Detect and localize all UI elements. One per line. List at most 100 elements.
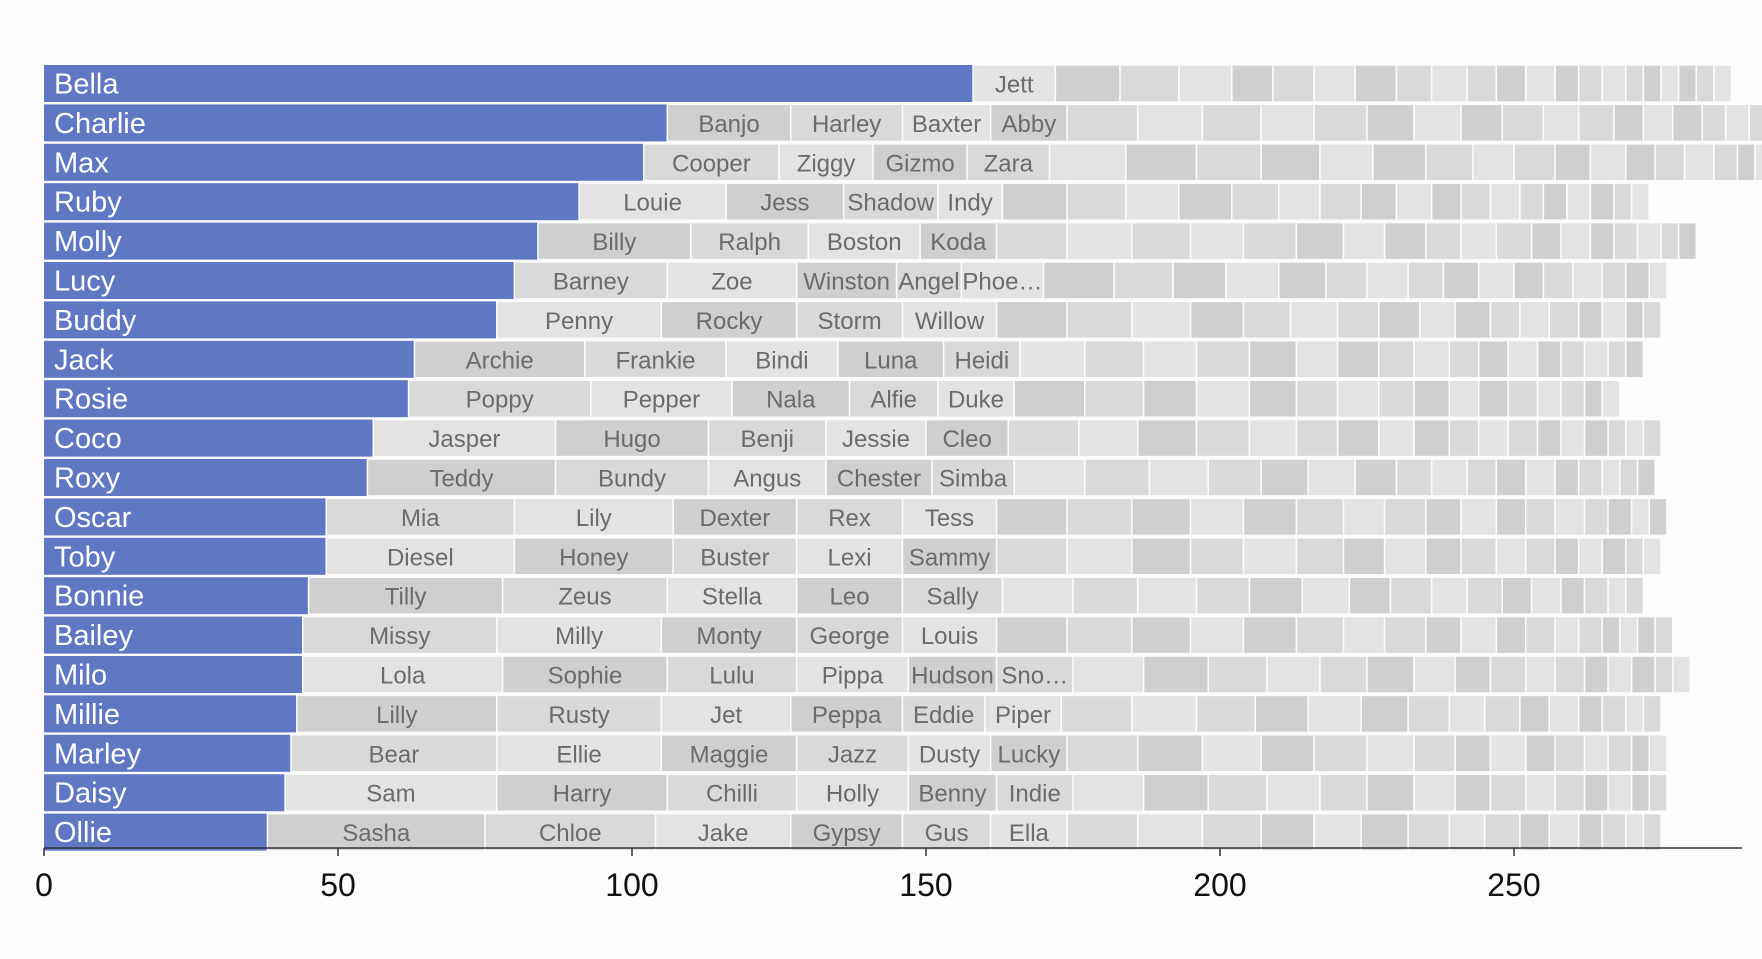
bar-segment bbox=[795, 773, 910, 812]
bar-segment bbox=[795, 537, 904, 576]
bar-segment bbox=[1225, 261, 1280, 300]
bar-segment bbox=[1724, 103, 1750, 143]
bar-segment bbox=[1466, 64, 1498, 103]
bar-segment bbox=[1148, 458, 1209, 497]
bar-segment bbox=[1489, 655, 1527, 694]
bar-segment bbox=[1084, 379, 1145, 418]
segment-label: Rex bbox=[828, 505, 871, 532]
bar-segment bbox=[537, 221, 692, 261]
bar-lead-lucy bbox=[44, 262, 515, 299]
bar-segment bbox=[1613, 103, 1645, 143]
bar-segment bbox=[1477, 379, 1509, 418]
bar-lead-buddy bbox=[44, 301, 497, 339]
bar-segment bbox=[496, 773, 669, 812]
bar-segment bbox=[1460, 497, 1498, 537]
bar-segment bbox=[372, 418, 557, 458]
bar-segment bbox=[1642, 418, 1662, 458]
bar-segment bbox=[1295, 418, 1339, 458]
bar-segment bbox=[995, 221, 1068, 261]
bar-segment bbox=[1142, 379, 1198, 418]
segment-label: Zeus bbox=[558, 584, 611, 611]
bar-segment bbox=[1360, 812, 1409, 852]
bar-segment bbox=[1307, 694, 1362, 734]
bar-segment bbox=[931, 458, 1015, 497]
bar-segment bbox=[413, 340, 586, 379]
segment-label: Ziggy bbox=[797, 150, 856, 177]
bar-segment bbox=[1642, 694, 1662, 734]
bar-segment bbox=[1525, 64, 1556, 103]
bar-segment bbox=[1189, 497, 1245, 537]
bar-segment bbox=[1313, 812, 1362, 852]
bar-segment bbox=[1378, 418, 1415, 458]
bar-segment bbox=[1319, 143, 1374, 182]
segment-label: Dusty bbox=[919, 741, 980, 768]
bar-segment bbox=[1560, 576, 1586, 615]
segment-label: Honey bbox=[559, 544, 628, 571]
bar-segment bbox=[1601, 537, 1627, 576]
bar-segment bbox=[1536, 379, 1562, 418]
bar-segment bbox=[1695, 64, 1715, 103]
bar-segment bbox=[1131, 221, 1192, 261]
bar-segment bbox=[1366, 773, 1415, 812]
segment-label: Lexi bbox=[828, 544, 872, 571]
bar-segment bbox=[1142, 773, 1209, 812]
bar-segment bbox=[1066, 734, 1139, 773]
segment-label: Chester bbox=[837, 466, 921, 493]
bar-segment bbox=[1201, 103, 1262, 143]
bar-lead-ollie bbox=[44, 813, 268, 851]
bar-lead-bailey bbox=[44, 616, 303, 654]
segment-label: Jet bbox=[710, 702, 742, 729]
segment-label: Mia bbox=[401, 505, 440, 532]
bar-segment bbox=[1554, 615, 1580, 655]
bar-segment bbox=[1460, 221, 1498, 261]
bar-segment bbox=[1413, 734, 1456, 773]
segment-label: Barney bbox=[553, 269, 629, 296]
bar-segment bbox=[1142, 655, 1209, 694]
bar-segment bbox=[1430, 64, 1468, 103]
segment-label: Gypsy bbox=[813, 820, 881, 847]
bar-segment bbox=[1383, 615, 1427, 655]
bar-segment bbox=[1430, 182, 1462, 221]
segment-label: Milly bbox=[555, 623, 603, 650]
bar-segment bbox=[1477, 261, 1515, 300]
bar-segment bbox=[1601, 615, 1621, 655]
bar-lead-daisy bbox=[44, 774, 286, 812]
bar-segment bbox=[989, 734, 1068, 773]
bar-segment bbox=[1378, 340, 1415, 379]
bar-segment bbox=[1072, 576, 1139, 615]
segment-label: Sasha bbox=[342, 820, 411, 847]
bar-segment bbox=[1125, 143, 1198, 182]
bar-segment bbox=[1577, 812, 1603, 852]
bar-segment bbox=[1448, 340, 1480, 379]
bar-segment bbox=[1266, 773, 1321, 812]
bar-lead-bella bbox=[44, 65, 974, 102]
bar-segment bbox=[1713, 143, 1739, 182]
bar-segment bbox=[1195, 418, 1251, 458]
bar-segment bbox=[1507, 340, 1539, 379]
bar-label-marley: Marley bbox=[54, 738, 142, 770]
segment-label: Louie bbox=[623, 190, 682, 217]
bar-segment bbox=[1619, 458, 1639, 497]
segment-label: Duke bbox=[948, 387, 1004, 414]
bar-segment bbox=[1407, 261, 1445, 300]
bar-segment bbox=[790, 103, 904, 143]
bar-segment bbox=[919, 221, 998, 261]
bar-segment bbox=[1642, 64, 1662, 103]
bar-segment bbox=[1189, 221, 1245, 261]
bar-segment bbox=[1136, 103, 1204, 143]
bar-segment bbox=[1189, 300, 1245, 340]
segment-label: Cleo bbox=[942, 426, 991, 453]
bar-segment bbox=[1413, 655, 1456, 694]
bar-segment bbox=[1548, 300, 1580, 340]
bar-segment bbox=[1054, 64, 1121, 103]
segment-label: Angel bbox=[898, 269, 959, 296]
bar-segment bbox=[1066, 497, 1133, 537]
bar-segment bbox=[501, 576, 669, 615]
bar-segment bbox=[1307, 458, 1356, 497]
bar-segment bbox=[1624, 143, 1656, 182]
x-tick-label: 200 bbox=[1193, 867, 1246, 903]
segment-label: Sophie bbox=[548, 663, 623, 690]
bar-segment bbox=[795, 655, 910, 694]
bar-label-bailey: Bailey bbox=[54, 620, 133, 652]
